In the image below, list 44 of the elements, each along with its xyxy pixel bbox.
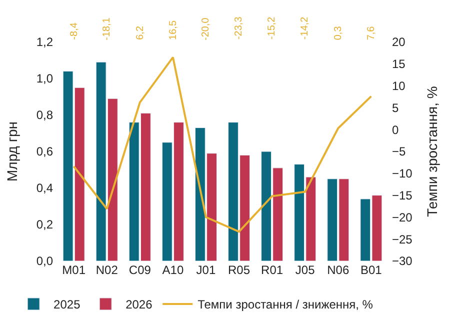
line-series <box>72 56 372 233</box>
x-tick-label: A10 <box>162 263 184 277</box>
text: 7,6 <box>366 26 378 40</box>
y2-tick-label: 0 <box>392 122 399 137</box>
legend-label: 2026 <box>126 298 153 312</box>
text: 0,3 <box>333 26 344 40</box>
y-tick-label: 1,0 <box>36 72 54 86</box>
x-tick-label: M01 <box>62 263 86 277</box>
x-tick-label: N06 <box>327 263 350 277</box>
text: -15,2 <box>266 16 278 40</box>
x-tick-label: N02 <box>96 263 118 277</box>
y2-tick-label: −15 <box>392 188 413 202</box>
y2-tick-label: 10 <box>392 79 406 93</box>
text: -14,2 <box>300 16 311 40</box>
text: 16,5 <box>168 20 179 40</box>
legend-label: 2025 <box>54 298 81 312</box>
y-tick-label: 1,2 <box>36 35 54 50</box>
y2-tick-label: −30 <box>392 254 413 268</box>
legend-label: Темпи зростання / зниження, % <box>198 298 374 312</box>
y-tick-label: 0,8 <box>36 108 54 122</box>
x-tick-label: R05 <box>228 263 250 277</box>
y2-tick-label: −20 <box>392 210 413 224</box>
x-tick-label: J01 <box>196 263 216 277</box>
y2-axis-title: Темпи зростання, % <box>424 86 440 217</box>
y2-tick-label: 5 <box>392 100 399 115</box>
x-tick-label: J05 <box>295 263 316 277</box>
text: -20,0 <box>200 17 212 40</box>
y2-tick-label: −5 <box>392 144 406 159</box>
text: 6,2 <box>134 26 146 40</box>
text: -18,1 <box>101 17 112 40</box>
y2-tick-label: −10 <box>392 166 413 181</box>
y2-tick-label: 20 <box>392 35 406 50</box>
text: -23,3 <box>234 16 245 40</box>
x-tick-label: R01 <box>261 263 284 277</box>
y2-tick-label: −25 <box>392 232 413 246</box>
y2-tick-label: 15 <box>392 57 406 72</box>
y-tick-label: 0,4 <box>36 181 54 196</box>
x-tick-label: B01 <box>360 263 382 277</box>
x-tick-label: C09 <box>128 263 152 277</box>
y-axis-title: Млрд грн <box>4 122 20 182</box>
y-tick-label: 0,0 <box>36 254 54 268</box>
y-tick-label: 0,2 <box>36 218 54 232</box>
text: -8,4 <box>68 22 80 40</box>
y-tick-label: 0,6 <box>36 144 54 159</box>
